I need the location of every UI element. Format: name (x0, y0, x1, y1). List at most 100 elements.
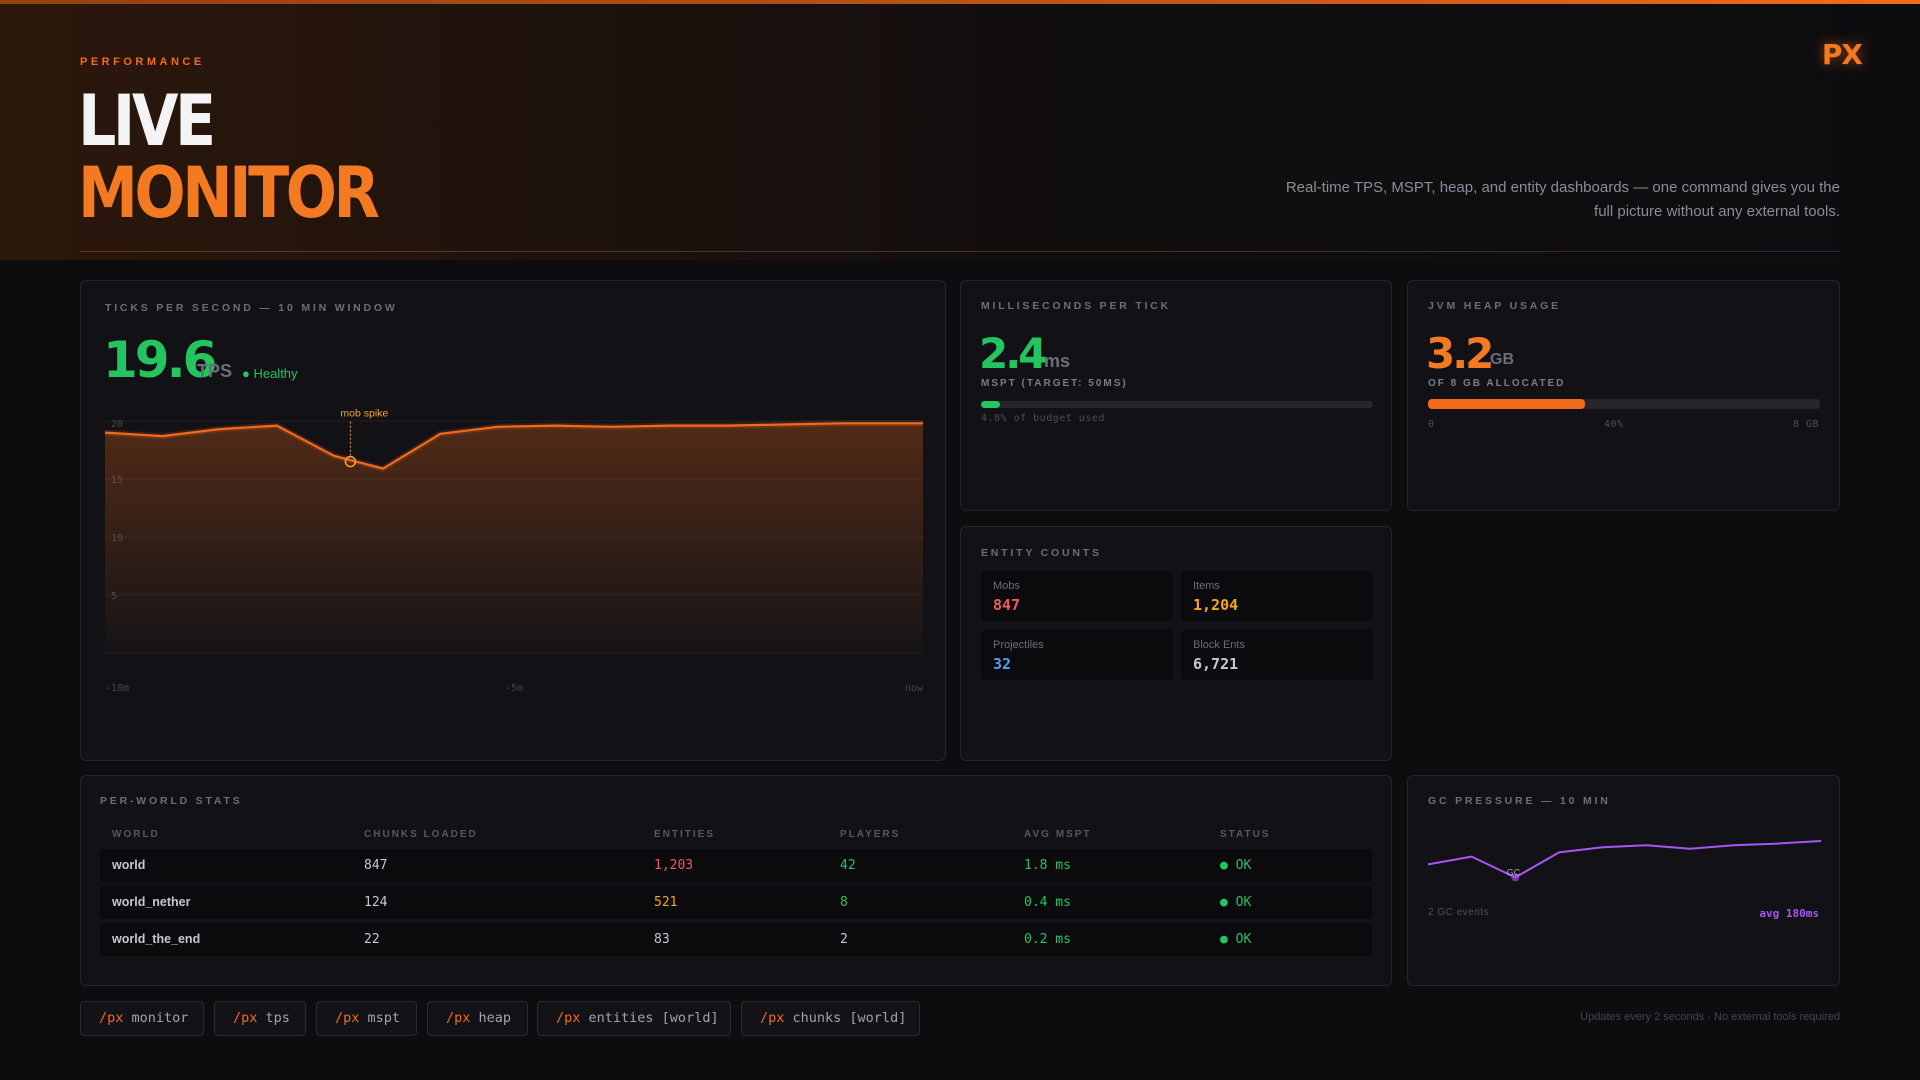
tps-y-tick-label: 20 (111, 419, 123, 430)
entity-tile-items: Items 1,204 (1181, 571, 1373, 621)
page-title-line2: MONITOR (78, 152, 380, 234)
table-row[interactable]: world 847 1,203 42 1.8 ms ● OK (100, 849, 1372, 882)
entity-name: Mobs (993, 580, 1020, 592)
cell-world: world_nether (112, 895, 191, 909)
cell-status: ● OK (1220, 858, 1252, 873)
heap-card: JVM HEAP USAGE 3.2 GB OF 8 GB ALLOCATED … (1407, 280, 1840, 511)
command-prefix: /px (556, 1010, 581, 1026)
command-prefix: /px (233, 1010, 258, 1026)
column-header-status: STATUS (1220, 829, 1271, 840)
gc-event-label: GC (1507, 867, 1521, 877)
table-row[interactable]: world_the_end 22 83 2 0.2 ms ● OK (100, 923, 1372, 956)
heap-allocated-label: OF 8 GB ALLOCATED (1428, 378, 1566, 389)
column-header-avg-mspt: AVG MSPT (1024, 829, 1092, 840)
mspt-value: 2.4 (979, 329, 1047, 378)
gc-card-label: GC PRESSURE — 10 MIN (1428, 795, 1611, 807)
cell-players: 42 (840, 858, 856, 873)
command-arg: mspt (367, 1010, 401, 1026)
cell-players: 8 (840, 895, 848, 910)
command-prefix: /px (99, 1010, 124, 1026)
entity-name: Projectiles (993, 639, 1044, 651)
cell-chunks: 847 (364, 858, 388, 873)
gc-line (1427, 840, 1822, 879)
heap-scale-max: 8 GB (1792, 419, 1819, 430)
tps-x-tick-label: -5m (505, 683, 523, 694)
mspt-card-label: MILLISECONDS PER TICK (981, 300, 1172, 312)
tps-area-fill (105, 423, 923, 653)
cell-entities: 521 (654, 895, 678, 910)
command-chip-heap[interactable]: /px heap (427, 1001, 528, 1036)
page-title-line1: LIVE (78, 80, 216, 162)
heap-scale-min: 0 (1428, 419, 1435, 430)
command-arg: entities [world] (588, 1010, 719, 1026)
tps-card-label: TICKS PER SECOND — 10 MIN WINDOW (105, 302, 398, 314)
mspt-budget-bar (981, 401, 1373, 408)
gc-pressure-card: GC PRESSURE — 10 MIN GC 2 GC events avg … (1407, 775, 1840, 986)
per-world-card-label: PER-WORLD STATS (100, 795, 243, 807)
mob-spike-annotation: mob spike (340, 408, 388, 420)
mspt-budget-fill (981, 401, 1000, 408)
cell-entities: 83 (654, 932, 670, 947)
mspt-card: MILLISECONDS PER TICK 2.4 ms MSPT (TARGE… (960, 280, 1392, 511)
command-chip-mspt[interactable]: /px mspt (316, 1001, 417, 1036)
entity-counts-card: ENTITY COUNTS Mobs 847 Items 1,204 Proje… (960, 526, 1392, 761)
cell-status: ● OK (1220, 932, 1252, 947)
heap-card-label: JVM HEAP USAGE (1428, 300, 1561, 312)
column-header-entities: ENTITIES (654, 829, 716, 840)
heap-usage-bar (1428, 399, 1820, 409)
table-row[interactable]: world_nether 124 521 8 0.4 ms ● OK (100, 886, 1372, 919)
cell-world: world_the_end (112, 932, 201, 946)
px-logo: PX (1821, 38, 1863, 71)
update-footnote: Updates every 2 seconds · No external to… (1580, 1011, 1840, 1023)
entity-value: 6,721 (1193, 655, 1239, 673)
entity-value: 32 (993, 655, 1012, 673)
mob-spike-marker (344, 455, 357, 468)
column-header-players: PLAYERS (840, 829, 901, 840)
command-chip-monitor[interactable]: /px monitor (80, 1001, 204, 1036)
tagline: Real-time TPS, MSPT, heap, and entity da… (1285, 179, 1840, 220)
entity-name: Items (1193, 580, 1220, 592)
column-header-world: WORLD (112, 829, 160, 840)
gc-events-count: 2 GC events (1428, 907, 1490, 918)
command-chip-chunks[interactable]: /px chunks [world] (741, 1001, 920, 1036)
cell-chunks: 124 (364, 895, 388, 910)
entity-tile-block-ents: Block Ents 6,721 (1181, 630, 1373, 680)
command-arg: chunks [world] (792, 1010, 907, 1026)
command-arg: tps (265, 1010, 290, 1026)
cell-chunks: 22 (364, 932, 380, 947)
column-header-chunks: CHUNKS LOADED (364, 829, 478, 840)
tps-value: 19.6 (103, 331, 217, 389)
gc-pressure-chart: GC (1427, 840, 1822, 882)
header-divider (80, 251, 1840, 252)
mspt-unit: ms (1044, 351, 1071, 371)
section-eyebrow: PERFORMANCE (80, 56, 205, 68)
heap-scale-mid: 40% (1604, 419, 1624, 430)
gc-event-marker (1511, 873, 1520, 882)
command-prefix: /px (335, 1010, 360, 1026)
entity-card-label: ENTITY COUNTS (981, 547, 1102, 559)
entity-tile-projectiles: Projectiles 32 (981, 630, 1173, 680)
cell-avg-mspt: 0.2 ms (1024, 932, 1071, 947)
command-chip-entities[interactable]: /px entities [world] (537, 1001, 731, 1036)
entity-name: Block Ents (1193, 639, 1245, 651)
entity-value: 1,204 (1193, 596, 1239, 614)
cell-entities: 1,203 (654, 858, 694, 873)
tps-x-tick-label: now (905, 683, 924, 694)
heap-usage-fill (1428, 399, 1585, 409)
header-glow (0, 0, 1920, 260)
cell-status: ● OK (1220, 895, 1252, 910)
gc-average: avg 180ms (1759, 907, 1819, 920)
tps-card: TICKS PER SECOND — 10 MIN WINDOW 19.6 TP… (80, 280, 946, 761)
entity-value: 847 (993, 596, 1021, 614)
command-prefix: /px (446, 1010, 471, 1026)
mspt-target-label: MSPT (TARGET: 50MS) (981, 378, 1128, 389)
command-chip-tps[interactable]: /px tps (214, 1001, 306, 1036)
command-prefix: /px (760, 1010, 785, 1026)
command-arg: monitor (131, 1010, 189, 1026)
tps-x-tick-label: -10m (105, 683, 129, 694)
mspt-budget-text: 4.8% of budget used (981, 413, 1105, 424)
cell-avg-mspt: 1.8 ms (1024, 858, 1071, 873)
cell-avg-mspt: 0.4 ms (1024, 895, 1071, 910)
tps-unit: TPS (197, 361, 233, 381)
